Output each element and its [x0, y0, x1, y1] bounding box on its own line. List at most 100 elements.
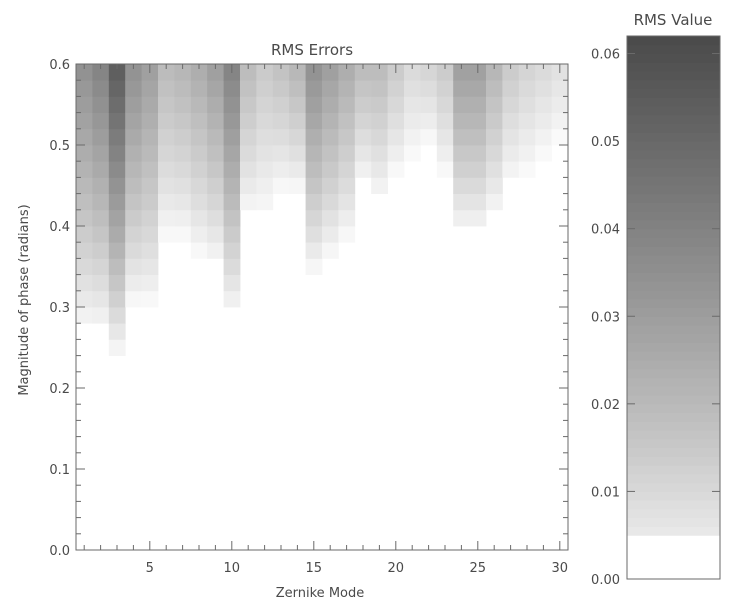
- heatmap-cell: [322, 145, 339, 162]
- heatmap-cell: [76, 128, 93, 146]
- heatmap-cell: [76, 307, 93, 324]
- colorbar-frame: [626, 35, 721, 580]
- colorbar-band: [627, 44, 720, 55]
- colorbar-band: [627, 500, 720, 510]
- heatmap-cell: [436, 112, 454, 130]
- heatmap-cell: [453, 161, 470, 178]
- heatmap-cell: [141, 177, 159, 194]
- colorbar-band: [627, 517, 720, 527]
- heatmap-cell: [240, 64, 257, 81]
- heatmap-cell: [223, 177, 241, 194]
- heatmap-cell: [453, 112, 470, 130]
- heatmap-cell: [76, 274, 93, 292]
- heatmap-cell: [108, 307, 126, 324]
- heatmap-cell: [469, 193, 487, 211]
- heatmap-cell: [535, 145, 552, 162]
- heatmap-cell: [272, 177, 290, 194]
- heatmap-cell: [158, 209, 175, 227]
- heatmap-cell: [158, 226, 175, 243]
- colorbar-band: [627, 491, 720, 501]
- heatmap-cell: [108, 112, 126, 130]
- heatmap-cell: [256, 145, 274, 162]
- heatmap-cell: [240, 112, 257, 130]
- heatmap-cell: [76, 80, 93, 97]
- heatmap-cell: [141, 96, 159, 113]
- heatmap-cell: [76, 209, 93, 227]
- colorbar-band: [627, 237, 720, 247]
- x-tick-label: 30: [552, 561, 569, 576]
- y-tick-label: 0.5: [49, 139, 70, 154]
- heatmap-cell: [322, 96, 339, 113]
- heatmap-cell: [223, 193, 241, 211]
- heatmap-cell: [338, 226, 356, 243]
- colorbar-tick-label: 0.04: [591, 223, 620, 238]
- heatmap-cell: [289, 145, 306, 162]
- heatmap-cell: [158, 145, 175, 162]
- heatmap-cell: [453, 128, 470, 146]
- heatmap-cell: [338, 80, 356, 97]
- colorbar-band: [627, 377, 720, 387]
- heatmap-cell: [436, 161, 454, 178]
- colorbar-ticks: 0.00 0.01 0.02 0.03 0.04 0.05 0.06: [591, 48, 720, 588]
- heatmap-cell: [371, 128, 388, 146]
- heatmap-cell: [108, 323, 126, 340]
- colorbar-band: [627, 298, 720, 308]
- heatmap-cell: [502, 64, 520, 81]
- heatmap-cell: [125, 209, 142, 227]
- heatmap-cell: [322, 128, 339, 146]
- heatmap-cell: [404, 96, 421, 113]
- heatmap-cell: [207, 193, 224, 211]
- heatmap-cell: [174, 80, 192, 97]
- heatmap-cell: [92, 145, 110, 162]
- heatmap-cell: [502, 128, 520, 146]
- heatmap-cell: [322, 177, 339, 194]
- heatmap-cell: [207, 242, 224, 259]
- colorbar-band: [627, 342, 720, 352]
- heatmap-cell: [305, 177, 323, 194]
- colorbar-band: [627, 71, 720, 81]
- heatmap-cell: [190, 242, 208, 259]
- heatmap-cell: [371, 80, 388, 97]
- heatmap-cell: [338, 64, 356, 81]
- heatmap-cell: [354, 112, 372, 130]
- heatmap-cell: [141, 193, 159, 211]
- heatmap-cell: [158, 112, 175, 130]
- heatmap-cell: [92, 242, 110, 259]
- heatmap-cell: [289, 177, 306, 194]
- heatmap-cell: [305, 161, 323, 178]
- heatmap-cell: [502, 80, 520, 97]
- colorbar-band: [627, 465, 720, 475]
- heatmap-cell: [92, 193, 110, 211]
- colorbar-band: [627, 141, 720, 151]
- heatmap-cell: [272, 96, 290, 113]
- colorbar-band: [627, 421, 720, 431]
- heatmap-cell: [141, 290, 159, 308]
- heatmap-cell: [436, 96, 454, 113]
- heatmap-cell: [371, 64, 388, 81]
- heatmap-cell: [108, 274, 126, 292]
- heatmap-cell: [108, 193, 126, 211]
- heatmap-cell: [289, 80, 306, 97]
- heatmap-cell: [174, 145, 192, 162]
- colorbar-band: [627, 395, 720, 405]
- heatmap-cell: [141, 258, 159, 275]
- colorbar-band: [627, 79, 720, 90]
- heatmap-cell: [125, 258, 142, 275]
- heatmap-cell: [141, 112, 159, 130]
- heatmap-cell: [305, 112, 323, 130]
- heatmap-cell: [190, 161, 208, 178]
- heatmap-cell: [420, 112, 438, 130]
- heatmap-cell: [338, 112, 356, 130]
- heatmap-cell: [108, 339, 126, 356]
- heatmap-cell: [502, 145, 520, 162]
- heatmap-cell: [486, 177, 503, 194]
- heatmap-cell: [207, 177, 224, 194]
- heatmap-cell: [338, 128, 356, 146]
- heatmap-cell: [387, 112, 405, 130]
- heatmap-cell: [420, 80, 438, 97]
- heatmap-cell: [436, 64, 454, 81]
- heatmap-cell: [289, 161, 306, 178]
- heatmap-cell: [174, 128, 192, 146]
- heatmap-cell: [305, 258, 323, 275]
- heatmap-cell: [125, 290, 142, 308]
